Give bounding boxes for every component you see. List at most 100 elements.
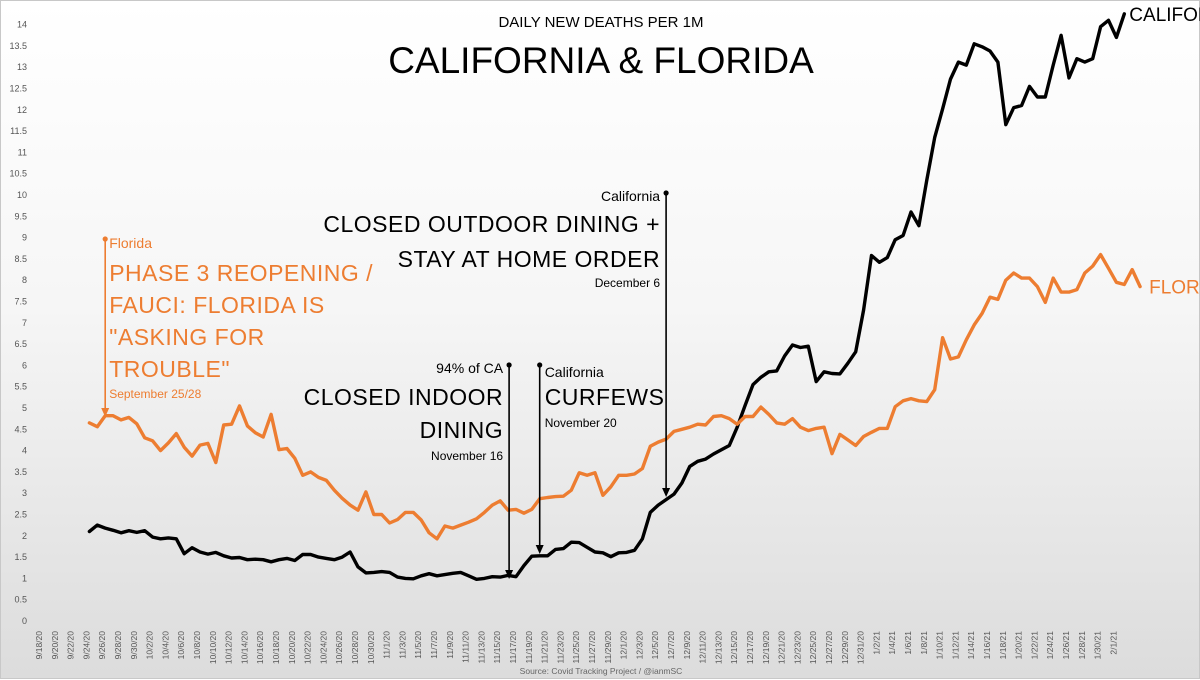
annotation-florida-phase3-arrow-arrowhead [101,408,110,417]
y-tick-label: 11.5 [10,126,27,136]
y-tick-label: 9.5 [14,211,27,221]
y-tick-label: 4.5 [14,424,27,434]
series-label-california: CALIFORNIA [1129,5,1200,26]
y-tick-label: 12 [17,105,27,115]
series-layer: CALIFORNIA FLORIDA [87,5,1200,581]
chart-subtitle: DAILY NEW DEATHS PER 1M [498,14,703,31]
x-tick-label: 11/19/20 [524,631,534,664]
x-tick-label: 12/11/20 [698,631,708,664]
x-tick-label: 9/22/20 [66,631,76,660]
annotation-florida-phase3-line: TROUBLE" [109,356,230,382]
x-axis-ticks: 9/18/20 9/20/20 9/22/20 9/24/20 9/26/20 9/28/… [34,631,1118,664]
x-tick-label: 1/2/21 [871,631,881,655]
series-line-florida [87,252,1142,541]
x-tick-label: 10/28/20 [350,631,360,664]
y-tick-label: 8 [22,275,27,285]
x-tick-label: 10/12/20 [224,631,234,664]
y-tick-label: 5.5 [14,382,27,392]
y-tick-label: 13.5 [9,41,27,51]
y-tick-label: 14 [17,20,27,30]
y-tick-label: 12.5 [9,84,27,94]
x-tick-label: 1/4/21 [887,631,897,655]
y-tick-label: 10.5 [9,169,27,179]
annotation-indoor-dining-arrow-arrowhead [505,570,514,579]
y-tick-label: 1.5 [14,552,27,562]
x-tick-label: 11/13/20 [476,631,486,664]
x-tick-label: 11/23/20 [555,631,565,664]
y-tick-label: 2 [22,531,27,541]
x-tick-label: 1/16/21 [982,631,992,660]
annotation-layer: Florida PHASE 3 REOPENING / FAUCI: FLORIDA… [101,188,671,579]
y-tick-label: 13 [17,62,27,72]
y-axis-ticks: 00.511.522.533.544.555.566.577.588.599.5… [9,20,27,626]
x-tick-label: 10/20/20 [287,631,297,664]
annotation-outdoor-dining-small: California [601,188,660,204]
y-tick-label: 7.5 [14,297,27,307]
x-tick-label: 1/14/21 [966,631,976,660]
annotation-indoor-dining-line: DINING [420,417,504,443]
annotation-indoor-dining-line: CLOSED INDOOR [304,384,503,410]
x-tick-label: 10/26/20 [334,631,344,664]
y-tick-label: 6.5 [14,339,27,349]
x-tick-label: 12/1/20 [619,631,629,660]
x-tick-label: 1/6/21 [903,631,913,655]
annotation-indoor-dining-date: November 16 [431,449,503,463]
y-tick-label: 2.5 [14,510,27,520]
x-tick-label: 1/20/21 [1014,631,1024,660]
annotation-curfews-small: California [545,364,604,380]
x-tick-label: 11/27/20 [587,631,597,664]
x-tick-label: 11/17/20 [508,631,518,664]
x-tick-label: 2/1/21 [1108,631,1118,655]
source-credit: Source: Covid Tracking Project / @ianmSC [520,666,683,676]
y-tick-label: 1 [22,573,27,583]
x-tick-label: 1/18/21 [998,631,1008,660]
x-tick-label: 11/25/20 [571,631,581,664]
x-tick-label: 1/12/21 [950,631,960,660]
y-tick-label: 0.5 [14,595,27,605]
y-tick-label: 8.5 [14,254,27,264]
x-tick-label: 10/16/20 [255,631,265,664]
y-tick-label: 9 [22,233,27,243]
x-tick-label: 11/11/20 [461,631,471,663]
x-tick-label: 9/20/20 [50,631,60,660]
y-tick-label: 3 [22,488,27,498]
y-tick-label: 5 [22,403,27,413]
x-tick-label: 12/17/20 [745,631,755,664]
annotation-outdoor-dining-date: December 6 [595,276,661,290]
x-tick-label: 11/1/20 [382,631,392,659]
x-tick-label: 1/10/21 [935,631,945,660]
x-tick-label: 10/8/20 [192,631,202,660]
x-tick-label: 12/19/20 [761,631,771,664]
annotation-curfews-date: November 20 [545,416,617,430]
annotation-curfews-arrow-arrowhead [535,545,544,554]
x-tick-label: 1/24/21 [1045,631,1055,660]
annotation-outdoor-dining-arrow-arrowhead [662,488,671,497]
x-tick-label: 11/15/20 [492,631,502,664]
y-tick-label: 11 [18,147,27,157]
annotation-florida-phase3-date: September 25/28 [109,387,201,401]
x-tick-label: 12/9/20 [682,631,692,660]
x-tick-label: 12/3/20 [634,631,644,660]
x-tick-label: 12/13/20 [713,631,723,664]
x-tick-label: 1/28/21 [1077,631,1087,660]
y-tick-label: 7 [22,318,27,328]
x-tick-label: 10/2/20 [145,631,155,660]
x-tick-label: 11/9/20 [445,631,455,659]
annotation-florida-phase3-line: FAUCI: FLORIDA IS [109,292,325,318]
x-tick-label: 12/23/20 [792,631,802,664]
x-tick-label: 11/5/20 [413,631,423,659]
annotation-outdoor-dining-line: CLOSED OUTDOOR DINING + [323,211,660,237]
x-tick-label: 12/21/20 [777,631,787,664]
x-tick-label: 12/15/20 [729,631,739,664]
y-tick-label: 3.5 [14,467,27,477]
x-tick-label: 9/24/20 [81,631,91,660]
x-tick-label: 9/18/20 [34,631,44,660]
annotation-florida-phase3-small: Florida [109,235,152,251]
x-tick-label: 1/30/21 [1093,631,1103,660]
x-tick-label: 10/24/20 [318,631,328,664]
annotation-indoor-dining-small: 94% of CA [436,360,504,376]
annotation-florida-phase3-line: PHASE 3 REOPENING / [109,260,373,286]
x-tick-label: 10/6/20 [176,631,186,660]
